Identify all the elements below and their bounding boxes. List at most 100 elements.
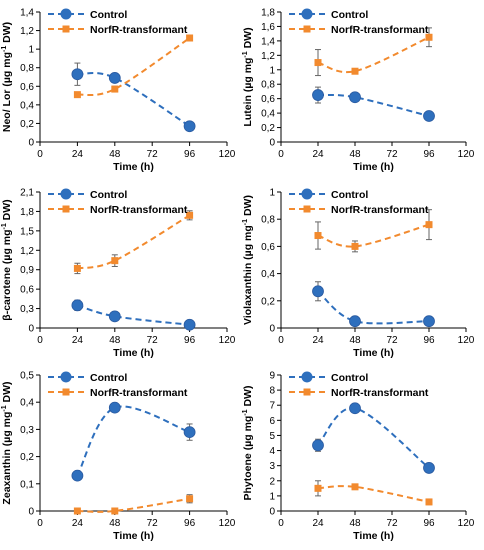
data-point-control <box>71 68 84 81</box>
x-tick-label: 48 <box>109 518 121 529</box>
y-tick-label: 0,2 <box>20 119 34 130</box>
x-tick-label: 0 <box>278 518 284 529</box>
y-axis-title-main: Neo/ Lor (µg mg <box>1 52 13 132</box>
data-point-transformant <box>73 507 81 515</box>
series-line-transformant <box>77 214 191 270</box>
data-point-transformant <box>111 257 119 265</box>
data-point-transformant <box>425 33 433 41</box>
y-axis-title-main: Phytoene (µg mg <box>242 416 254 501</box>
legend-marker-transformant <box>303 205 311 213</box>
x-tick-label: 96 <box>423 518 435 529</box>
legend-marker-transformant <box>62 388 70 396</box>
x-tick-label: 120 <box>458 518 475 529</box>
y-tick-label: 0,4 <box>20 398 34 409</box>
x-tick-label: 120 <box>219 335 236 346</box>
x-tick-label: 24 <box>312 335 324 346</box>
y-tick-label: 1,2 <box>20 246 34 257</box>
chart-panel-4: 0 0,2 0,4 0,6 0,8 1 0 24 48 72 96 120 Time (h) Violax… <box>242 188 475 360</box>
x-tick-label: 72 <box>386 518 398 529</box>
y-tick-label: 2,1 <box>20 188 34 199</box>
legend-marker-transformant <box>62 205 70 213</box>
y-tick-label: 1,8 <box>261 8 275 19</box>
data-point-control <box>312 439 324 452</box>
x-tick-label: 48 <box>109 149 121 160</box>
legend-marker-control <box>60 371 72 383</box>
x-tick-label: 72 <box>147 149 159 160</box>
y-axis-title: Zeaxanthin (µg mg-1 DW) <box>1 381 13 504</box>
legend-label-transformant: NorfR-transformant <box>331 24 429 36</box>
data-point-transformant <box>73 264 81 272</box>
y-tick-label: 1 <box>269 188 275 199</box>
x-axis-title: Time (h) <box>113 161 154 173</box>
y-axis-title-unit: DW) <box>242 195 254 219</box>
x-axis-title: Time (h) <box>353 161 394 173</box>
x-tick-label: 72 <box>147 518 159 529</box>
x-tick-label: 0 <box>37 149 43 160</box>
y-tick-label: 0,4 <box>261 109 275 120</box>
legend-label-control: Control <box>331 9 368 21</box>
legend-marker-control <box>301 371 313 383</box>
series-line-control <box>76 405 190 477</box>
y-tick-label: 0 <box>269 507 275 518</box>
x-tick-label: 0 <box>37 518 43 529</box>
y-tick-label: 1 <box>269 65 275 76</box>
series-line-control <box>317 93 430 117</box>
y-tick-label: 2 <box>269 476 275 487</box>
x-tick-label: 0 <box>278 335 284 346</box>
legend-label-transformant: NorfR-transformant <box>90 387 188 399</box>
x-tick-label: 0 <box>278 149 284 160</box>
data-point-transformant <box>111 85 119 93</box>
legend-label-control: Control <box>90 189 127 201</box>
legend-label-transformant: NorfR-transformant <box>331 204 429 216</box>
legend-label-transformant: NorfR-transformant <box>90 204 188 216</box>
data-point-transformant <box>314 59 322 67</box>
data-point-control <box>71 469 84 482</box>
y-tick-label: 0 <box>28 324 34 335</box>
legend-marker-control <box>301 188 313 200</box>
x-tick-label: 120 <box>458 149 475 160</box>
legend-marker-control <box>301 8 313 20</box>
data-point-transformant <box>314 232 322 240</box>
data-point-control <box>183 318 196 331</box>
legend-label-control: Control <box>90 372 127 384</box>
data-point-transformant <box>425 221 433 229</box>
y-tick-label: 0,6 <box>261 94 275 105</box>
y-tick-label: 1,4 <box>20 8 34 19</box>
x-tick-label: 96 <box>423 149 435 160</box>
y-tick-label: 7 <box>269 401 275 412</box>
data-point-transformant <box>111 507 119 515</box>
x-tick-label: 0 <box>37 335 43 346</box>
y-tick-label: 0,3 <box>20 425 34 436</box>
data-point-transformant <box>351 67 359 75</box>
data-point-control <box>312 89 324 101</box>
y-tick-label: 0,8 <box>20 63 34 74</box>
legend-label-control: Control <box>331 189 368 201</box>
y-tick-label: 0,8 <box>261 215 275 226</box>
data-point-control <box>71 299 84 312</box>
series-line-transformant <box>77 37 191 97</box>
data-point-transformant <box>186 495 194 503</box>
data-point-transformant <box>351 242 359 250</box>
y-axis-title-unit: DW) <box>242 27 254 51</box>
y-tick-label: 5 <box>269 431 275 442</box>
y-tick-label: 0,5 <box>20 371 34 382</box>
y-tick-label: 1,8 <box>20 207 34 218</box>
x-axis-title: Time (h) <box>353 347 394 359</box>
data-point-control <box>423 315 435 328</box>
y-axis-title-superscript: -1 <box>1 46 8 52</box>
x-tick-label: 96 <box>184 149 196 160</box>
y-tick-label: 1,2 <box>20 26 34 37</box>
data-point-transformant <box>314 484 322 492</box>
legend-label-transformant: NorfR-transformant <box>331 387 429 399</box>
y-tick-label: 6 <box>269 416 275 427</box>
y-axis-title-main: Zeaxanthin (µg mg <box>1 412 13 505</box>
y-tick-label: 1 <box>28 45 34 56</box>
data-point-control <box>183 426 196 439</box>
x-tick-label: 72 <box>386 149 398 160</box>
y-tick-label: 0,2 <box>261 296 275 307</box>
y-tick-label: 0,1 <box>20 479 34 490</box>
legend-marker-control <box>60 188 72 200</box>
data-point-control <box>349 315 361 328</box>
chart-panel-3: 0 0,3 0,6 0,9 1,2 1,5 1,8 2,1 0 24 48 72 96 120 Time (… <box>1 188 236 360</box>
